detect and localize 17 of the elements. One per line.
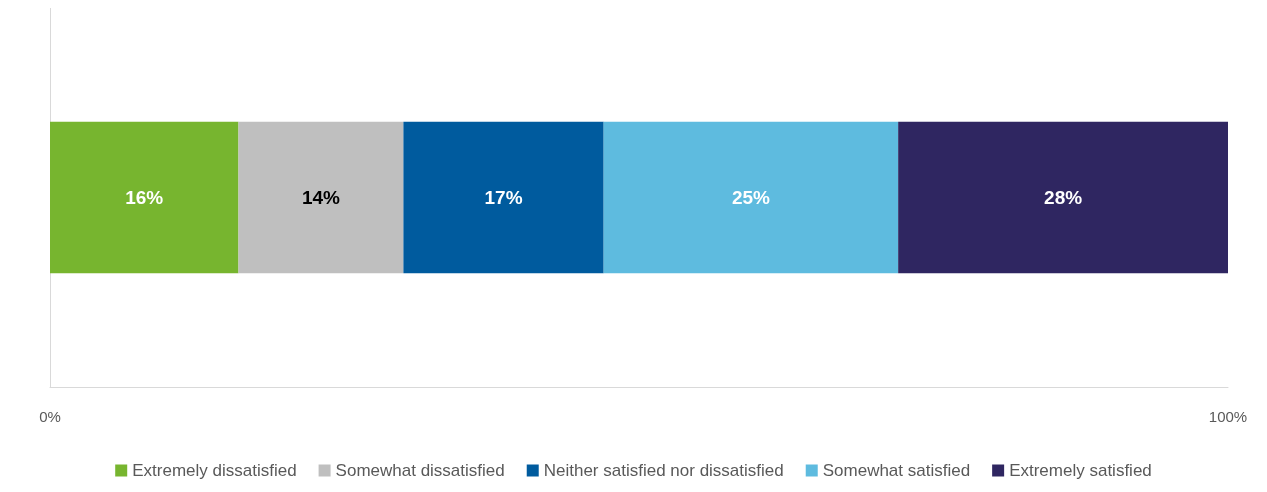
data-label: 16% [125, 187, 164, 208]
bar [403, 121, 604, 274]
legend-label: Extremely dissatisfied [132, 461, 297, 480]
bar [238, 121, 404, 274]
legend-label: Somewhat dissatisfied [335, 461, 505, 480]
x-tick-label: 100% [1208, 408, 1248, 425]
legend-label: Somewhat satisfied [822, 461, 971, 480]
legend-label: Neither satisfied nor dissatisfied [543, 461, 784, 480]
bar [898, 121, 1228, 274]
bar [50, 121, 239, 274]
data-label: 17% [484, 187, 523, 208]
x-tick-label: 0% [39, 408, 61, 425]
legend-label: Extremely satisfied [1009, 461, 1152, 480]
data-label: 25% [731, 187, 771, 208]
data-label: 14% [301, 187, 341, 208]
bar [603, 121, 899, 274]
data-label: 28% [1044, 187, 1083, 208]
